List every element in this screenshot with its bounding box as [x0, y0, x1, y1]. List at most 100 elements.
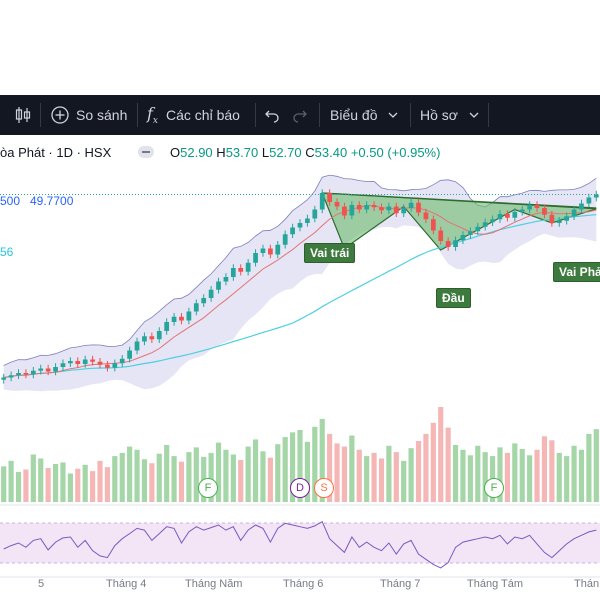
event-marker-d[interactable]: D	[290, 478, 310, 498]
event-marker-f[interactable]: F	[484, 478, 504, 498]
high-key: H	[216, 145, 226, 160]
volume-bar	[290, 432, 296, 502]
candle-body	[282, 234, 288, 245]
candle-body	[82, 359, 88, 364]
candle-body	[342, 206, 347, 216]
candle-body	[186, 311, 192, 321]
candle-body	[386, 206, 392, 211]
volume-bar	[245, 446, 251, 502]
candle-body	[260, 248, 266, 253]
volume-bar	[186, 452, 192, 502]
rsi-line	[3, 520, 597, 569]
candle-body	[319, 193, 325, 210]
ohlc-readout: O52.90 H53.70 L52.70 C53.40 +0.50 (+0.95…	[170, 145, 440, 160]
candle-body	[230, 268, 236, 277]
chart-menu-button[interactable]: Biểu đồ	[330, 95, 399, 135]
volume-bar	[252, 439, 259, 502]
redo-button[interactable]	[292, 95, 308, 135]
candle-body	[105, 364, 110, 368]
volume-bar	[334, 443, 340, 502]
event-marker-s[interactable]: S	[314, 478, 334, 498]
rsi-pane	[0, 504, 600, 578]
candle-body	[593, 194, 599, 198]
low-key: L	[261, 145, 270, 160]
candle-body	[305, 218, 310, 223]
toolbar-divider	[137, 103, 138, 127]
volume-bar	[297, 429, 303, 502]
candle-body	[223, 277, 229, 282]
indicators-button[interactable]: fx Các chỉ báo	[147, 95, 240, 135]
candle-body	[8, 375, 14, 378]
candle-body	[401, 208, 407, 214]
candle-body	[97, 361, 103, 365]
undo-icon	[265, 110, 279, 123]
moving-averages	[0, 194, 600, 379]
candle-body	[430, 219, 436, 231]
candle-body	[512, 211, 518, 218]
candlestick-icon[interactable]	[14, 95, 32, 135]
x-axis-label: Tháng 7	[380, 578, 421, 590]
plus-circle-icon	[51, 106, 69, 124]
volume-bar	[541, 436, 548, 502]
volume-bar	[38, 458, 44, 502]
volume-bar	[593, 429, 599, 502]
candle-body	[438, 230, 444, 241]
volume-bar	[112, 456, 118, 502]
volume-bar	[178, 461, 185, 502]
undo-button[interactable]	[264, 95, 280, 135]
volume-bar	[119, 452, 125, 502]
candle-body	[586, 197, 592, 204]
candle-body	[68, 361, 73, 364]
candle-body	[297, 223, 303, 228]
candle-body	[238, 268, 244, 272]
x-axis-label: Tháng Tám	[467, 578, 524, 590]
low-value: 52.70	[269, 145, 302, 160]
volume-bar	[319, 418, 325, 502]
volume-bar	[208, 452, 214, 502]
volume-bar	[393, 452, 399, 502]
volume-bar	[104, 467, 110, 502]
candle-body	[60, 363, 66, 367]
candle-body	[75, 361, 81, 364]
volume-bar	[215, 442, 222, 502]
candle-body	[453, 240, 458, 247]
volume-bar	[238, 460, 244, 502]
volume-bar	[60, 462, 66, 502]
collapse-toggle-button[interactable]	[138, 146, 154, 158]
volume-bar	[193, 447, 199, 502]
close-key: C	[305, 145, 315, 160]
profile-menu-button[interactable]: Hồ sơ	[420, 95, 480, 135]
candle-body	[460, 235, 466, 241]
price-chart[interactable]	[0, 135, 600, 600]
indicator-value-c: 56	[0, 245, 14, 259]
pattern-neckline	[322, 192, 597, 209]
volume-bar	[327, 433, 333, 502]
toolbar-divider	[40, 103, 41, 127]
candle-body	[564, 216, 570, 221]
candle-body	[549, 214, 555, 223]
volume-bar	[512, 443, 518, 502]
compare-label: So sánh	[76, 107, 128, 123]
candle-body	[171, 316, 177, 322]
volume-bar	[452, 445, 459, 502]
compare-button[interactable]: So sánh	[50, 95, 127, 135]
candle-body	[45, 368, 51, 372]
volume-bar	[349, 435, 355, 502]
candle-body	[423, 212, 429, 220]
candle-body	[290, 227, 295, 235]
volume-bar	[519, 448, 525, 502]
event-marker-f[interactable]: F	[198, 478, 218, 498]
volume-bar	[423, 433, 429, 502]
candle-body	[356, 205, 362, 210]
candle-body	[371, 205, 377, 208]
volume-bar	[401, 460, 407, 502]
candle-body	[482, 222, 488, 227]
candle-body	[23, 373, 29, 375]
candle-body	[53, 367, 58, 372]
candle-body	[142, 336, 147, 342]
volume-bar	[223, 449, 229, 502]
redo-icon	[293, 110, 307, 123]
volume-bar	[260, 451, 266, 502]
volume-bar	[556, 452, 562, 502]
ma-short-line	[3, 204, 597, 378]
